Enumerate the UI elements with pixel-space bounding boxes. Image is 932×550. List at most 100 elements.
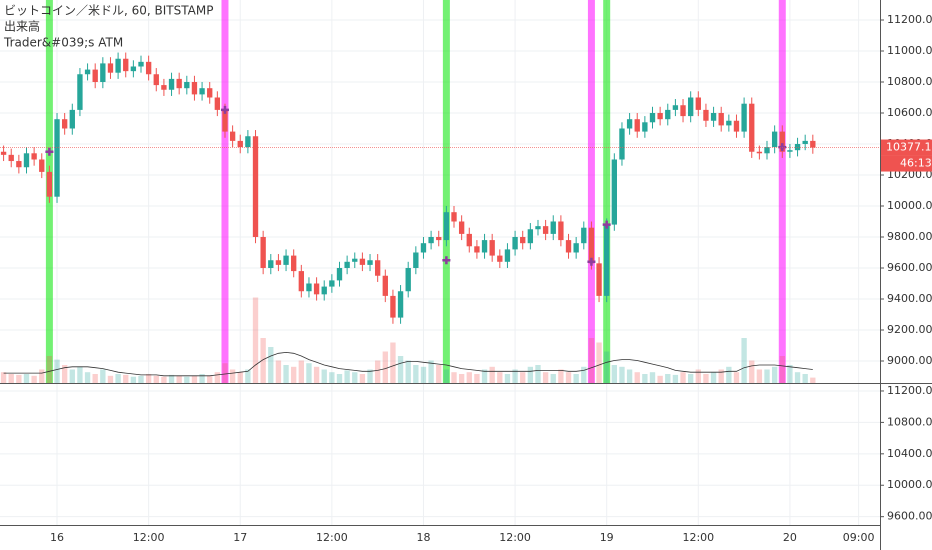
candle-body bbox=[382, 275, 388, 296]
candle-body bbox=[130, 66, 137, 72]
volume-bar bbox=[138, 375, 144, 383]
candle-body bbox=[237, 140, 243, 148]
candle-body bbox=[718, 112, 724, 126]
volume-bar bbox=[359, 374, 366, 383]
indicator-title: Trader&#039;s ATM bbox=[3, 36, 123, 50]
y-tick-label: 9200.00 bbox=[887, 323, 932, 336]
candle-body bbox=[92, 69, 98, 82]
volume-bar bbox=[741, 338, 747, 383]
volume-bar bbox=[649, 372, 656, 383]
volume-bar bbox=[313, 366, 320, 383]
signal-cross bbox=[442, 256, 451, 265]
candle-body bbox=[726, 120, 732, 126]
y-tick-label: 10600.00 bbox=[887, 106, 932, 119]
candle-body bbox=[573, 243, 579, 253]
countdown-label: 46:13 bbox=[900, 157, 932, 170]
y-tick-label: 9000.00 bbox=[887, 354, 932, 367]
volume-bar bbox=[794, 372, 801, 383]
candle-body bbox=[474, 246, 480, 253]
volume-bar bbox=[558, 369, 564, 383]
candle-body bbox=[481, 240, 488, 253]
volume-bar bbox=[352, 372, 358, 383]
volume-bar bbox=[749, 360, 755, 383]
y-tick-label: 11200.00 bbox=[887, 13, 932, 26]
volume-bar bbox=[390, 342, 396, 383]
volume-bar bbox=[520, 372, 526, 383]
candle-body bbox=[222, 109, 228, 132]
volume-bar bbox=[23, 374, 30, 383]
signal-cross bbox=[220, 105, 229, 114]
volume-bar bbox=[611, 365, 618, 383]
volume-bar bbox=[161, 376, 167, 383]
volume-bar bbox=[581, 366, 587, 383]
x-tick-label: 19 bbox=[600, 531, 614, 544]
volume-bar bbox=[596, 342, 602, 383]
axes: 9000.00 9200.00 9400.00 9600.00 9800.00 10000… bbox=[50, 13, 932, 544]
y2-tick-label: 9600.00 bbox=[887, 510, 932, 523]
volume-bar bbox=[237, 372, 243, 383]
candle-body bbox=[657, 112, 663, 120]
candle-body bbox=[596, 263, 602, 296]
volume-bar bbox=[687, 374, 694, 383]
candle-body bbox=[649, 112, 656, 123]
volume-bar bbox=[130, 376, 137, 383]
candle-body bbox=[428, 236, 434, 244]
candle-body bbox=[161, 85, 167, 90]
volume-bar bbox=[283, 365, 289, 383]
volume-bar bbox=[779, 356, 785, 383]
volume-bar bbox=[458, 374, 465, 383]
x-tick-label: 17 bbox=[233, 531, 247, 544]
candle-body bbox=[604, 224, 610, 296]
candle-body bbox=[199, 88, 205, 95]
candle-layer bbox=[0, 52, 816, 324]
candle-body bbox=[39, 159, 45, 172]
candle-body bbox=[665, 109, 671, 120]
volume-bar bbox=[810, 377, 816, 383]
y-tick-label: 9400.00 bbox=[887, 292, 932, 305]
candle-body bbox=[642, 122, 648, 132]
candle-body bbox=[138, 61, 144, 67]
volume-bar bbox=[168, 374, 175, 383]
volume-bar bbox=[374, 360, 381, 383]
volume-bar bbox=[214, 372, 221, 383]
candle-body bbox=[749, 103, 755, 152]
volume-bar bbox=[199, 374, 205, 383]
candle-body bbox=[8, 154, 14, 162]
candle-body bbox=[756, 151, 763, 154]
volume-bar bbox=[145, 374, 152, 383]
candle-body bbox=[458, 221, 465, 234]
volume-bar bbox=[245, 369, 251, 383]
candle-body bbox=[779, 131, 785, 152]
volume-bar bbox=[565, 372, 572, 383]
volume-bar bbox=[153, 375, 159, 383]
candle-body bbox=[16, 161, 22, 168]
candle-body bbox=[283, 255, 289, 265]
volume-bar bbox=[77, 366, 83, 383]
volume-title: 出来高 bbox=[4, 19, 40, 34]
candle-body bbox=[268, 260, 274, 268]
signal-band bbox=[221, 0, 229, 383]
volume-bar bbox=[222, 363, 228, 383]
candle-body bbox=[84, 69, 91, 75]
candle-body bbox=[107, 63, 114, 73]
volume-bar bbox=[535, 365, 541, 383]
volume-bar bbox=[619, 366, 625, 383]
volume-bar bbox=[306, 363, 312, 383]
volume-bar bbox=[680, 372, 686, 383]
candle-body bbox=[145, 61, 152, 75]
y-tick-label: 10000.00 bbox=[887, 199, 932, 212]
candle-body bbox=[741, 103, 747, 132]
volume-bar bbox=[710, 372, 717, 383]
candle-body bbox=[61, 119, 68, 129]
volume-bar bbox=[321, 369, 327, 383]
volume-bar bbox=[474, 374, 480, 383]
candle-body bbox=[794, 143, 801, 151]
candle-body bbox=[291, 255, 297, 272]
y2-tick-label: 10800.00 bbox=[887, 415, 932, 428]
candle-body bbox=[397, 291, 404, 318]
chart-title: ビットコイン／米ドル, 60, BITSTAMP bbox=[4, 4, 213, 18]
volume-bar bbox=[0, 372, 7, 383]
candle-body bbox=[313, 283, 320, 295]
candle-body bbox=[634, 119, 640, 132]
